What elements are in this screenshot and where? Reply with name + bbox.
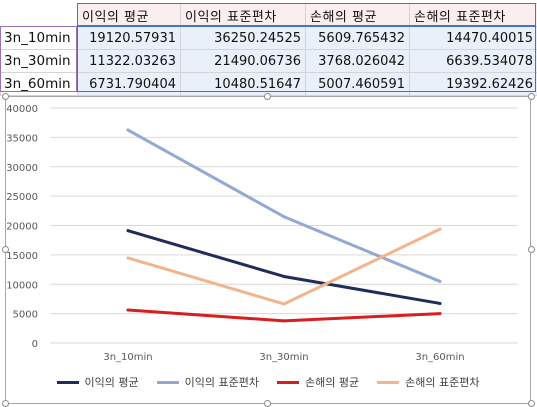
legend-label: 손해의 평균	[305, 376, 360, 389]
series-line-3	[126, 308, 442, 323]
row-label-cell[interactable]: 3n_30min	[0, 49, 78, 73]
resize-handle-middle-right[interactable]	[528, 246, 535, 253]
value-cell[interactable]: 21490.06736	[180, 49, 306, 73]
header-cell[interactable]: 이익의 표준편차	[180, 3, 306, 27]
resize-handle-top-left[interactable]	[2, 93, 9, 100]
x-tick-label: 3n_30min	[259, 352, 308, 363]
legend-item[interactable]: 이익의 표준편차	[156, 374, 259, 390]
data-point-series-4	[438, 227, 442, 231]
header-cell[interactable]: 이익의 평균	[77, 3, 181, 27]
series-line-1	[126, 229, 442, 305]
data-point-series-4	[282, 302, 286, 306]
legend-swatch-series-1	[56, 380, 79, 384]
y-tick-label: 40000	[6, 104, 38, 115]
value-cell[interactable]: 5007.460591	[305, 72, 410, 96]
header-cell[interactable]: 손해의 표준편차	[409, 3, 537, 27]
legend-label: 이익의 표준편차	[184, 376, 259, 389]
value-cell[interactable]: 6639.534078	[409, 49, 537, 73]
data-point-series-2	[282, 215, 286, 219]
series-line-2	[126, 128, 442, 283]
y-tick-label: 20000	[6, 222, 38, 233]
row-label-cell[interactable]: 3n_10min	[0, 26, 78, 50]
x-tick-label: 3n_10min	[103, 352, 152, 363]
legend-swatch-series-4	[377, 380, 400, 384]
legend-item[interactable]: 이익의 평균	[56, 374, 139, 390]
legend-item[interactable]: 손해의 표준편차	[377, 374, 479, 390]
data-point-series-1	[438, 301, 442, 305]
value-cell[interactable]: 19120.57931	[77, 26, 181, 50]
value-cell[interactable]: 6731.790404	[77, 72, 181, 96]
legend-item[interactable]: 손해의 평균	[277, 374, 359, 390]
chart-area[interactable]	[5, 96, 531, 404]
resize-handle-middle-left[interactable]	[2, 246, 9, 253]
y-tick-label: 15000	[6, 251, 38, 262]
chart-legend[interactable]: 이익의 평균 이익의 표준편차 손해의 평균 손해의 표준편차	[5, 374, 531, 390]
data-point-series-2	[126, 128, 130, 132]
table-row: 3n_30min 11322.03263 21490.06736 3768.02…	[0, 49, 537, 73]
data-point-series-4	[126, 256, 130, 260]
series-line-4	[126, 227, 442, 306]
data-point-series-3	[126, 308, 130, 312]
data-point-series-3	[438, 312, 442, 316]
table-row: 3n_60min 6731.790404 10480.51647 5007.46…	[0, 72, 537, 96]
data-point-series-1	[126, 229, 130, 233]
value-cell[interactable]: 5609.765432	[305, 26, 410, 50]
y-tick-label: 10000	[6, 280, 38, 291]
resize-handle-top-center[interactable]	[264, 93, 271, 100]
data-point-series-3	[282, 319, 286, 323]
data-point-series-2	[438, 279, 442, 283]
value-cell[interactable]: 3768.026042	[305, 49, 410, 73]
value-cell[interactable]: 14470.40015	[409, 26, 537, 50]
value-cell[interactable]: 36250.24525	[180, 26, 306, 50]
x-tick-label: 3n_60min	[415, 352, 464, 363]
table-row: 3n_10min 19120.57931 36250.24525 5609.76…	[0, 26, 537, 50]
legend-label: 이익의 평균	[84, 376, 139, 389]
row-label-cell[interactable]: 3n_60min	[0, 72, 78, 96]
data-table: 이익의 평균 이익의 표준편차 손해의 평균 손해의 표준편차 3n_10min…	[0, 3, 537, 96]
data-point-series-1	[282, 274, 286, 278]
value-cell[interactable]: 10480.51647	[180, 72, 306, 96]
legend-swatch-series-3	[277, 380, 299, 384]
y-tick-label: 5000	[13, 310, 38, 321]
y-tick-label: 25000	[6, 192, 38, 203]
value-cell[interactable]: 11322.03263	[77, 49, 181, 73]
y-tick-label: 30000	[6, 163, 38, 174]
value-cell[interactable]: 19392.62426	[409, 72, 537, 96]
spreadsheet-range: 이익의 평균 이익의 표준편차 손해의 평균 손해의 표준편차 3n_10min…	[0, 0, 537, 96]
legend-swatch-series-2	[156, 380, 179, 384]
legend-label: 손해의 표준편차	[405, 376, 480, 389]
y-tick-label: 35000	[6, 133, 38, 144]
y-tick-label: 0	[32, 339, 38, 350]
resize-handle-top-right[interactable]	[528, 93, 535, 100]
